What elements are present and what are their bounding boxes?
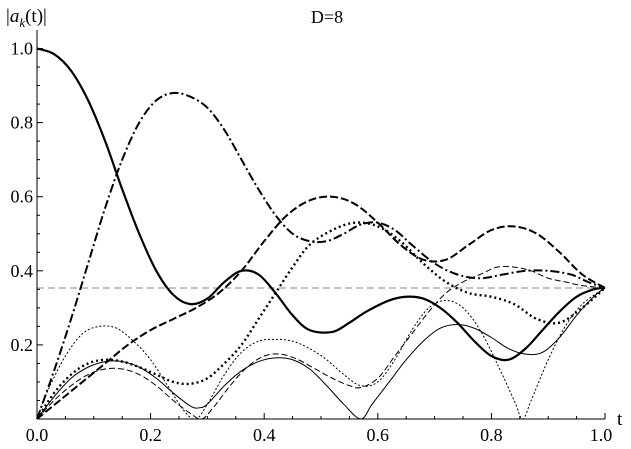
series-line-3 [36,195,606,420]
series-line-6 [36,265,606,420]
y-axis-label-base: a [10,6,20,27]
series-layer [35,47,606,420]
y-tick-label: 0.2 [11,335,34,355]
y-tick-label: 0.6 [11,187,34,207]
x-axis-label: t [617,409,623,430]
series-line-5 [36,287,606,420]
tick-layer: 0.0 0.2 0.4 0.6 0.8 1.0 0.2 0.4 0.6 0.8 1.0 [11,39,613,445]
series-line-2 [36,91,606,420]
x-tick-label: 1.0 [590,425,613,445]
y-axis-label-sub: k [19,15,25,30]
x-tick-label: 0.2 [139,425,162,445]
series-line-7 [36,287,606,420]
x-tick-label: 0.4 [253,425,276,445]
y-tick-label: 0.4 [11,261,34,281]
series-line-4 [35,221,606,420]
x-tick-label: 0.0 [26,425,49,445]
y-axis-label-open: | [6,6,10,27]
y-tick-label: 1.0 [11,39,34,59]
x-tick-label: 0.6 [367,425,390,445]
y-axis-label: |ak(t)| [6,6,47,30]
y-axis-label-close: (t)| [25,6,47,27]
chart-title: D=8 [311,7,343,27]
x-tick-label: 0.8 [480,425,503,445]
y-tick-label: 0.8 [11,113,34,133]
series-line-1 [36,47,606,362]
